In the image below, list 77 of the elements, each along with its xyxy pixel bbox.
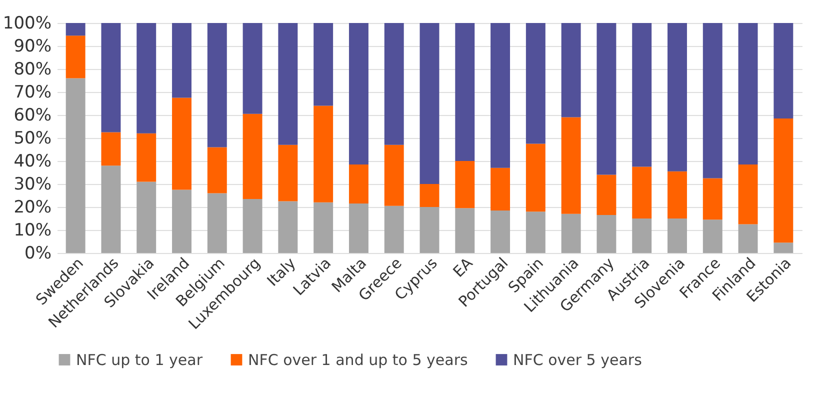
- y-tick-label: 20%: [14, 198, 52, 218]
- bar: [632, 166, 652, 218]
- bar: [455, 208, 475, 253]
- bar: [314, 106, 334, 202]
- bar: [738, 224, 758, 253]
- bar: [702, 220, 722, 253]
- bar: [66, 23, 86, 36]
- y-tick-label: 30%: [14, 174, 52, 194]
- bar: [774, 118, 794, 243]
- bar: [596, 174, 616, 216]
- bar: [668, 23, 687, 172]
- y-tick-label: 90%: [14, 36, 52, 56]
- bar: [596, 215, 616, 253]
- bar: [242, 23, 262, 114]
- bar: [455, 23, 475, 161]
- bar: [207, 147, 227, 194]
- y-tick-label: 50%: [14, 128, 52, 148]
- bar: [738, 23, 758, 164]
- bar: [490, 210, 510, 253]
- bar: [702, 23, 722, 178]
- bar: [420, 207, 440, 253]
- bar: [561, 23, 581, 118]
- bar: [314, 23, 334, 106]
- bar: [526, 23, 546, 144]
- bar: [490, 23, 510, 168]
- bar: [278, 144, 298, 202]
- y-tick-label: 10%: [14, 220, 52, 240]
- bar: [101, 23, 121, 132]
- bar: [561, 214, 581, 253]
- bar: [136, 182, 156, 253]
- bar: [101, 166, 121, 253]
- legend-label: NFC up to 1 year: [76, 350, 204, 369]
- bar: [101, 132, 121, 166]
- bar: [420, 184, 440, 207]
- bar: [526, 212, 546, 253]
- bar: [172, 98, 192, 190]
- bar: [384, 206, 404, 253]
- bar: [348, 23, 368, 164]
- bar: [314, 202, 334, 253]
- bar: [384, 144, 404, 206]
- bar: [738, 164, 758, 224]
- bar: [596, 23, 616, 175]
- bar: [278, 201, 298, 253]
- bar: [136, 133, 156, 182]
- legend-label: NFC over 1 and up to 5 years: [248, 350, 468, 369]
- bar: [66, 36, 86, 78]
- legend-label: NFC over 5 years: [513, 350, 642, 369]
- bar: [420, 23, 440, 184]
- bar: [348, 204, 368, 253]
- y-tick-label: 0%: [24, 244, 52, 264]
- bar: [526, 144, 546, 212]
- y-tick-label: 80%: [14, 60, 52, 80]
- bar: [561, 117, 581, 214]
- bar: [242, 114, 262, 199]
- bar: [348, 164, 368, 204]
- bar: [774, 242, 794, 253]
- bar: [278, 23, 298, 145]
- bar: [172, 190, 192, 253]
- bar: [702, 178, 722, 220]
- bar: [632, 218, 652, 253]
- y-tick-label: 40%: [14, 152, 52, 172]
- bar: [632, 23, 652, 167]
- y-tick-label: 60%: [14, 106, 52, 126]
- bar: [207, 193, 227, 253]
- bar: [455, 161, 475, 208]
- bar: [490, 168, 510, 210]
- bar: [668, 218, 687, 253]
- y-tick-label: 100%: [2, 14, 52, 34]
- y-tick-label: 70%: [14, 82, 52, 102]
- bar: [172, 23, 192, 98]
- bar: [774, 23, 794, 118]
- bar: [66, 78, 86, 253]
- bar: [384, 23, 404, 145]
- bar: [242, 198, 262, 253]
- bar: [207, 23, 227, 148]
- bar: [136, 23, 156, 134]
- bar: [668, 171, 687, 218]
